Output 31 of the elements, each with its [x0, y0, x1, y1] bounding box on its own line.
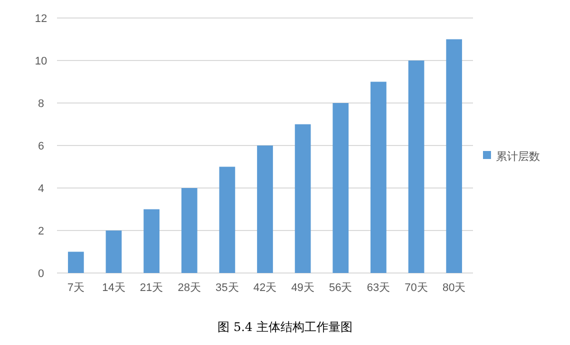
bar: [181, 188, 198, 273]
x-tick-label: 49天: [291, 282, 314, 294]
bar: [408, 60, 424, 273]
x-tick-label: 7天: [67, 282, 84, 294]
bar: [294, 124, 311, 273]
bar: [68, 252, 84, 273]
x-tick-label: 21天: [140, 282, 164, 294]
x-tick-label: 63天: [366, 282, 390, 294]
bar: [370, 82, 386, 273]
x-tick-label: 35天: [216, 282, 239, 294]
bar: [144, 209, 160, 273]
y-tick-label: 8: [38, 98, 44, 110]
y-tick-label: 0: [38, 268, 44, 280]
bar: [257, 146, 273, 273]
x-tick-label: 70天: [404, 282, 428, 294]
bar: [219, 166, 236, 273]
bar: [106, 230, 122, 273]
y-tick-label: 2: [38, 226, 44, 238]
legend-label: 累计层数: [496, 150, 540, 163]
x-tick-label: 56天: [329, 282, 352, 294]
caption: 图 5.4 主体结构工作量图: [218, 320, 352, 334]
x-tick-label: 14天: [102, 282, 126, 294]
y-tick-label: 10: [34, 56, 48, 68]
x-tick-label: 80天: [442, 282, 466, 294]
x-tick-label: 28天: [178, 282, 201, 294]
y-tick-label: 4: [38, 183, 44, 195]
bar: [332, 103, 349, 273]
y-tick-label: 6: [38, 140, 44, 152]
x-tick-label: 42天: [253, 282, 277, 294]
y-tick-label: 12: [34, 13, 48, 25]
bar: [446, 39, 462, 273]
